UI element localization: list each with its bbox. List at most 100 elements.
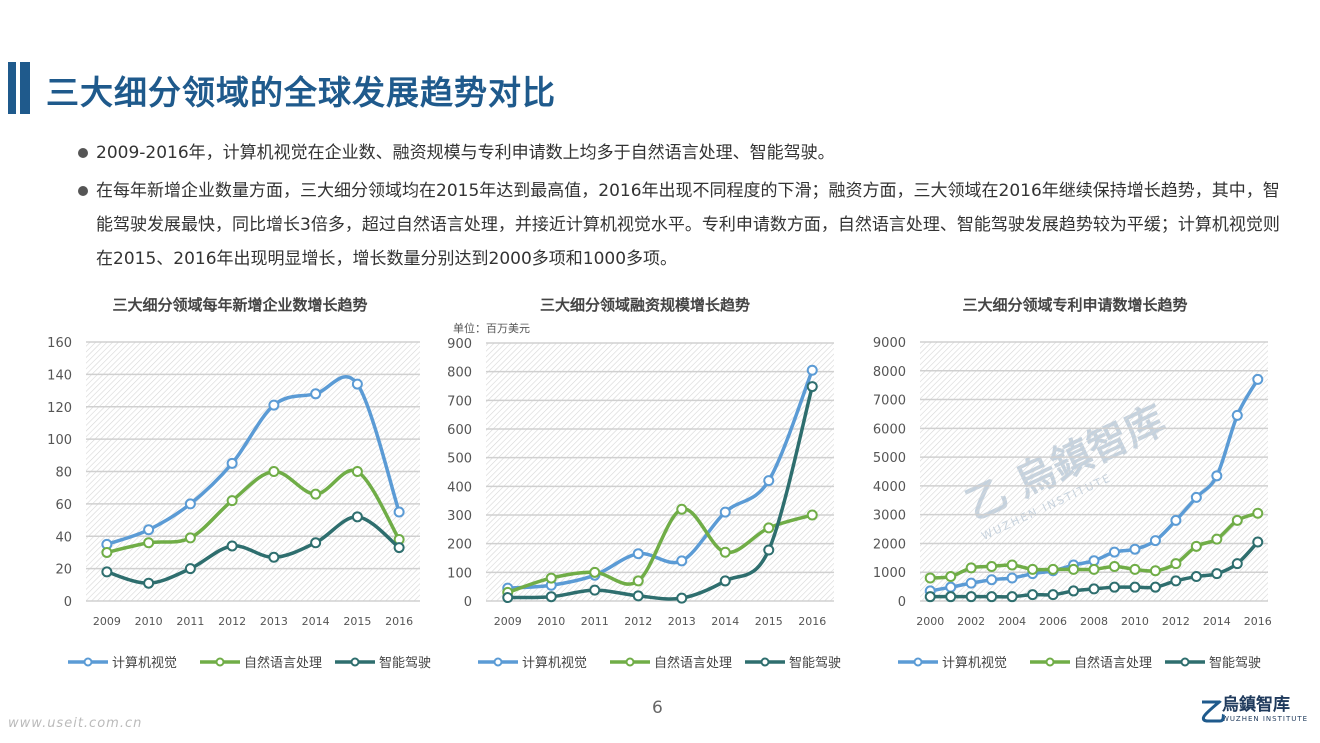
legend-label: 智能驾驶: [1209, 656, 1261, 671]
data-point: [763, 475, 775, 487]
data-point: [986, 560, 998, 572]
site-watermark: www.useit.com.cn: [8, 716, 143, 731]
chart-new-companies: 三大细分领域每年新增企业数增长趋势 0 20 40 60 80 100 120 140 160 2…: [40, 290, 440, 680]
bullet-dot-icon: [78, 148, 88, 158]
data-point: [1129, 581, 1141, 593]
legend-marker: [913, 657, 923, 667]
data-point: [1068, 563, 1080, 575]
data-point: [1170, 558, 1182, 570]
legend-label: 自然语言处理: [1074, 655, 1152, 671]
data-point: [1108, 560, 1120, 572]
y-tick-label: 300: [447, 509, 472, 524]
legend-marker: [625, 657, 635, 667]
y-tick-label: 400: [447, 480, 472, 495]
data-point: [1108, 581, 1120, 593]
data-point: [310, 537, 322, 549]
data-point: [1170, 575, 1182, 587]
chart-title: 三大细分领域专利申请数增长趋势: [962, 296, 1188, 314]
x-tick-label: 2004: [998, 615, 1026, 628]
data-point: [1149, 581, 1161, 593]
legend-marker: [350, 657, 360, 667]
data-point: [1027, 589, 1039, 601]
logo-subtext: WUZHEN INSTITUTE: [1222, 715, 1309, 723]
y-tick-label: 800: [447, 366, 472, 381]
data-point: [310, 388, 322, 400]
y-tick-label: 120: [47, 401, 72, 416]
data-point: [1190, 540, 1202, 552]
x-tick-label: 2014: [711, 615, 739, 628]
data-point: [226, 457, 238, 469]
data-point: [1190, 491, 1202, 503]
chart-funding: 三大细分领域融资规模增长趋势 单位：百万美元 0 100 200 300 400 500 6…: [445, 290, 845, 680]
x-tick-label: 2009: [93, 615, 121, 628]
data-point: [310, 488, 322, 500]
y-tick-label: 4000: [873, 480, 906, 495]
legend-label: 计算机视觉: [112, 656, 177, 671]
x-tick-label: 2016: [798, 615, 826, 628]
data-point: [1108, 546, 1120, 558]
data-point: [1129, 543, 1141, 555]
data-point: [632, 590, 644, 602]
page-number: 6: [652, 698, 663, 718]
data-point: [632, 575, 644, 587]
data-point: [986, 574, 998, 586]
legend-marker: [760, 657, 770, 667]
data-point: [268, 466, 280, 477]
logo-icon: 乙: [1200, 698, 1227, 728]
legend-marker: [83, 657, 93, 667]
data-point: [676, 592, 688, 604]
data-point: [143, 537, 155, 549]
data-point: [924, 572, 936, 584]
legend-marker: [493, 657, 503, 667]
data-point: [719, 575, 731, 587]
data-point: [184, 498, 196, 510]
data-point: [965, 591, 977, 603]
legend-label: 计算机视觉: [522, 656, 587, 671]
x-tick-label: 2012: [624, 615, 652, 628]
y-tick-label: 7000: [873, 394, 906, 409]
y-tick-label: 100: [447, 566, 472, 581]
y-tick-label: 600: [447, 423, 472, 438]
data-point: [1006, 572, 1018, 584]
y-tick-label: 8000: [873, 365, 906, 380]
data-point: [589, 584, 601, 596]
x-tick-label: 2008: [1080, 615, 1108, 628]
data-point: [719, 506, 731, 518]
data-point: [1129, 563, 1141, 575]
data-point: [351, 378, 363, 390]
data-point: [986, 591, 998, 603]
x-tick-label: 2015: [755, 615, 783, 628]
data-point: [945, 581, 957, 593]
legend-marker: [1045, 657, 1055, 667]
data-point: [1211, 568, 1223, 580]
data-point: [1231, 558, 1243, 570]
y-tick-label: 700: [447, 394, 472, 409]
legend-label: 计算机视觉: [942, 656, 1007, 671]
y-tick-label: 6000: [873, 422, 906, 437]
data-point: [226, 495, 238, 507]
y-tick-label: 9000: [873, 336, 906, 351]
logo: 乙 烏鎮智库 WUZHEN INSTITUTE: [1200, 690, 1309, 728]
data-point: [676, 503, 688, 515]
data-point: [1047, 563, 1059, 575]
data-point: [268, 551, 280, 563]
data-point: [763, 544, 775, 556]
data-point: [351, 511, 363, 523]
y-tick-label: 900: [447, 337, 472, 352]
y-tick-label: 2000: [873, 537, 906, 552]
legend-label: 智能驾驶: [379, 656, 431, 671]
x-tick-label: 2013: [668, 615, 696, 628]
x-tick-label: 2013: [260, 615, 288, 628]
legend-label: 自然语言处理: [654, 655, 732, 671]
data-point: [101, 566, 113, 578]
x-tick-label: 2011: [176, 615, 204, 628]
legend-label: 自然语言处理: [244, 655, 322, 671]
data-point: [226, 540, 238, 552]
y-tick-label: 160: [47, 336, 72, 351]
x-tick-label: 2010: [1121, 615, 1149, 628]
data-point: [1006, 591, 1018, 603]
data-point: [1047, 589, 1059, 601]
page-title: 三大细分领域的全球发展趋势对比: [46, 73, 556, 112]
data-point: [184, 532, 196, 544]
x-tick-label: 2016: [385, 615, 413, 628]
